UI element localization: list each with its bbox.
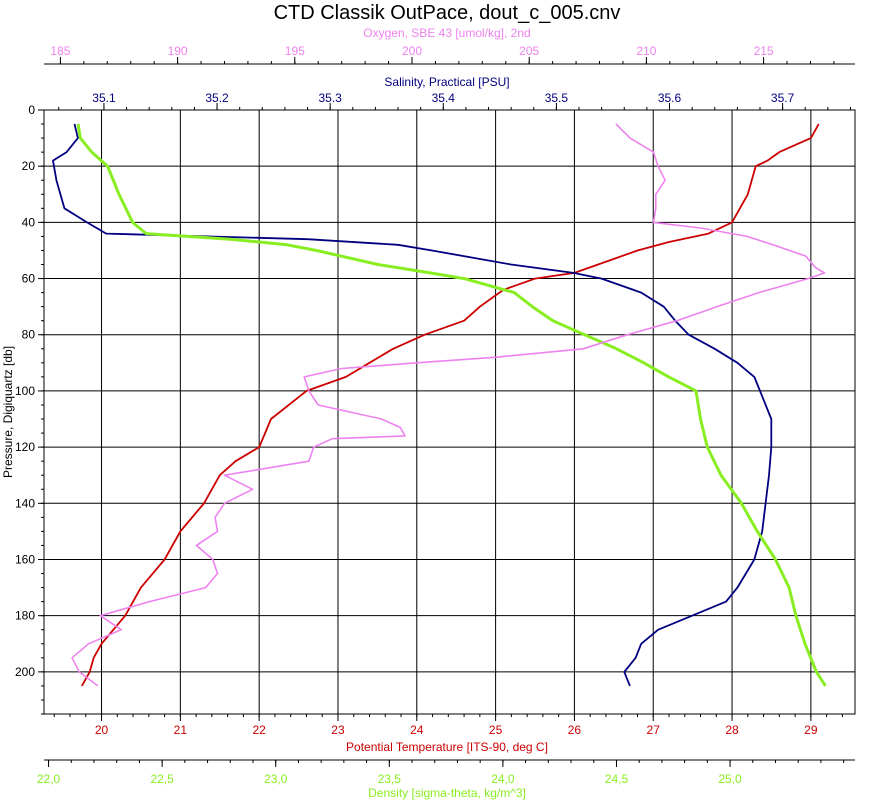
y-tick-label: 180 [15,609,35,623]
y-tick-label: 160 [15,552,35,566]
salinity-tick-label: 35.6 [658,91,682,105]
y-tick-label: 80 [22,328,36,342]
temperature-tick-label: 28 [725,723,739,737]
y-tick-label: 40 [22,215,36,229]
temperature-tick-label: 25 [489,723,503,737]
density-tick-label: 24,5 [605,772,629,786]
temperature-axis-label: Potential Temperature [ITS-90, deg C] [346,740,548,754]
y-axis-label: Pressure, Digiquartz [db] [1,346,15,478]
y-tick-label: 200 [15,665,35,679]
salinity-profile-line [52,123,773,687]
oxygen-tick-label: 210 [636,44,656,58]
salinity-axis-label: Salinity, Practical [PSU] [384,75,509,89]
density-axis-label: Density [sigma-theta, kg/m^3] [368,786,526,800]
temperature-tick-label: 27 [647,723,661,737]
oxygen-axis-label: Oxygen, SBE 43 [umol/kg], 2nd [363,26,530,40]
salinity-tick-label: 35.1 [92,91,116,105]
density-tick-label: 24,0 [491,772,515,786]
temperature-profile-line [81,123,820,687]
salinity-tick-label: 35.5 [545,91,569,105]
y-tick-label: 0 [28,103,35,117]
series-layer [52,123,827,687]
salinity-tick-label: 35.4 [432,91,456,105]
oxygen-tick-label: 185 [50,44,70,58]
salinity-tick-label: 35.3 [318,91,342,105]
density-profile-line [76,123,827,687]
temperature-tick-label: 21 [174,723,188,737]
temperature-tick-label: 29 [804,723,818,737]
axes: 0 20 40 60 80 100 120 140 160 180 200 185 190 195 200 2… [15,26,855,800]
temperature-tick-label: 24 [410,723,424,737]
temperature-tick-label: 26 [568,723,582,737]
oxygen-tick-label: 205 [519,44,539,58]
grid [44,109,855,714]
y-tick-label: 140 [15,496,35,510]
oxygen-tick-label: 195 [285,44,305,58]
y-tick-label: 20 [22,159,36,173]
y-tick-label: 60 [22,272,36,286]
oxygen-tick-label: 190 [168,44,188,58]
y-tick-label: 100 [15,384,35,398]
temperature-tick-label: 22 [252,723,266,737]
temperature-tick-label: 23 [331,723,345,737]
density-tick-label: 23,0 [264,772,288,786]
oxygen-profile-line [71,123,826,687]
density-tick-label: 23,5 [378,772,402,786]
oxygen-tick-label: 215 [754,44,774,58]
chart-title: CTD Classik OutPace, dout_c_005.cnv [274,2,621,24]
salinity-tick-label: 35.2 [205,91,229,105]
density-tick-label: 22,0 [37,772,61,786]
y-tick-label: 120 [15,440,35,454]
oxygen-tick-label: 200 [402,44,422,58]
salinity-tick-label: 35.7 [771,91,795,105]
density-tick-label: 22,5 [150,772,174,786]
temperature-tick-label: 20 [95,723,109,737]
plot-frame [43,109,856,715]
density-tick-label: 25,0 [718,772,742,786]
